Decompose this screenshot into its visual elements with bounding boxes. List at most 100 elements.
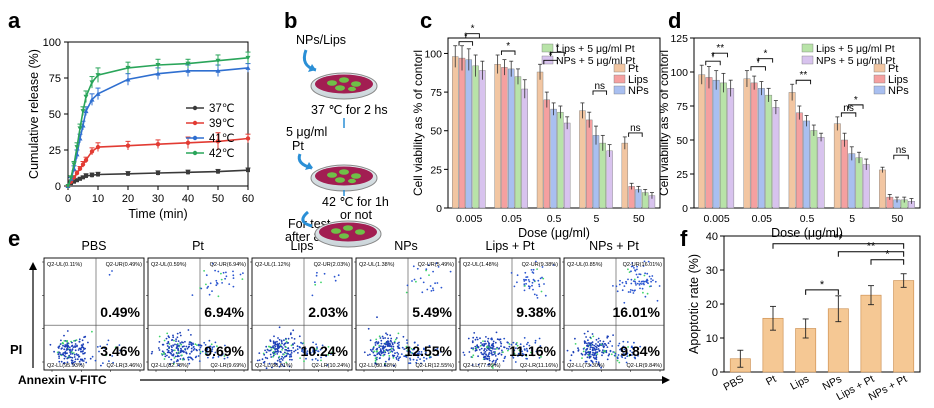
dot xyxy=(119,349,122,352)
dot xyxy=(380,345,382,347)
data-point xyxy=(245,55,251,61)
dot xyxy=(605,351,608,354)
data-point xyxy=(89,80,95,85)
dot xyxy=(166,348,169,351)
dot xyxy=(213,345,215,348)
dot xyxy=(582,350,585,353)
significance-label: * xyxy=(555,42,559,53)
dot xyxy=(430,356,432,358)
dot xyxy=(612,285,614,287)
dot xyxy=(477,355,479,358)
legend-swatch xyxy=(613,63,626,73)
dot xyxy=(528,287,531,290)
quadrant-ur-label: Q2-UR(5.49%) xyxy=(418,262,455,268)
dot xyxy=(600,343,603,346)
dot xyxy=(584,353,586,356)
dot xyxy=(163,353,165,355)
dot xyxy=(173,361,175,363)
dish-3-icon xyxy=(314,220,382,248)
dot xyxy=(192,343,195,346)
dot xyxy=(599,340,602,342)
dot xyxy=(484,351,487,353)
dot xyxy=(391,342,394,345)
dot xyxy=(419,277,422,280)
dot xyxy=(217,270,220,273)
dot xyxy=(620,355,623,357)
dot xyxy=(228,283,231,285)
dot xyxy=(304,347,307,350)
dot xyxy=(195,355,198,358)
dot xyxy=(586,345,588,347)
data-point xyxy=(80,162,86,167)
x-tick-label: 30 xyxy=(152,193,164,205)
dot xyxy=(393,342,396,344)
dot xyxy=(472,336,475,339)
dot xyxy=(493,353,496,355)
dot xyxy=(74,345,76,348)
dot xyxy=(207,356,209,359)
data-point xyxy=(216,169,220,174)
legend-marker xyxy=(192,150,198,156)
flow-plot-frame xyxy=(355,257,457,371)
legend-label: NPs xyxy=(888,85,909,97)
dot xyxy=(263,353,266,356)
dot xyxy=(588,355,591,358)
dot xyxy=(276,340,278,343)
data-point xyxy=(89,149,95,154)
dot xyxy=(511,355,514,357)
dot xyxy=(107,339,110,342)
dot xyxy=(180,349,183,351)
dot xyxy=(593,353,595,356)
dot xyxy=(111,270,113,272)
data-point xyxy=(83,157,89,163)
late-apoptosis-value: 9.38% xyxy=(516,304,556,320)
dot xyxy=(98,350,100,353)
dot xyxy=(521,352,524,355)
dot xyxy=(484,353,487,355)
dot xyxy=(287,337,290,340)
data-point xyxy=(77,166,83,171)
scheme-step-42c: 42 ℃ for 1h xyxy=(322,195,389,209)
dot xyxy=(487,363,489,366)
dot xyxy=(66,330,69,332)
dot xyxy=(74,349,77,352)
dot xyxy=(221,282,224,284)
dot xyxy=(315,349,317,352)
dot xyxy=(650,278,652,280)
dot xyxy=(312,350,314,353)
data-point xyxy=(125,65,131,71)
significance-label: * xyxy=(471,24,475,35)
arrow-add-icon xyxy=(302,49,317,72)
dot xyxy=(288,353,291,356)
significance-label: * xyxy=(549,50,553,61)
dot xyxy=(191,358,194,361)
arrow-head-icon xyxy=(305,162,313,170)
dot xyxy=(388,349,390,351)
data-point xyxy=(215,139,221,144)
dot xyxy=(63,357,66,360)
dot xyxy=(212,357,214,359)
bar xyxy=(479,70,486,209)
dot xyxy=(392,348,395,350)
dot xyxy=(382,345,385,348)
dot xyxy=(426,288,429,291)
dot xyxy=(643,260,646,263)
dot xyxy=(409,350,412,353)
dot xyxy=(72,346,75,348)
dot xyxy=(68,349,71,351)
dot xyxy=(387,352,390,355)
legend-swatch xyxy=(541,43,554,53)
dot xyxy=(479,337,481,340)
dot xyxy=(538,285,541,288)
late-apoptosis-value: 0.49% xyxy=(100,304,140,320)
dot xyxy=(518,349,521,352)
dot xyxy=(315,343,317,346)
dot xyxy=(535,260,537,263)
dot xyxy=(190,351,193,353)
dot xyxy=(383,364,386,366)
data-point xyxy=(83,108,89,114)
quadrant-ur-label: Q2-UR(2.03%) xyxy=(314,262,351,268)
dot xyxy=(413,352,416,355)
dot xyxy=(278,358,281,361)
dot xyxy=(608,353,611,356)
